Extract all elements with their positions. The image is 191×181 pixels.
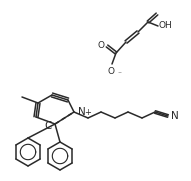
Text: N: N [171, 111, 179, 121]
Text: ⁻: ⁻ [117, 69, 121, 78]
Text: C: C [45, 121, 52, 131]
Text: N: N [78, 107, 86, 117]
Text: OH: OH [159, 22, 173, 31]
Text: O: O [108, 66, 114, 75]
Text: +: + [84, 108, 91, 117]
Text: O: O [98, 41, 105, 49]
